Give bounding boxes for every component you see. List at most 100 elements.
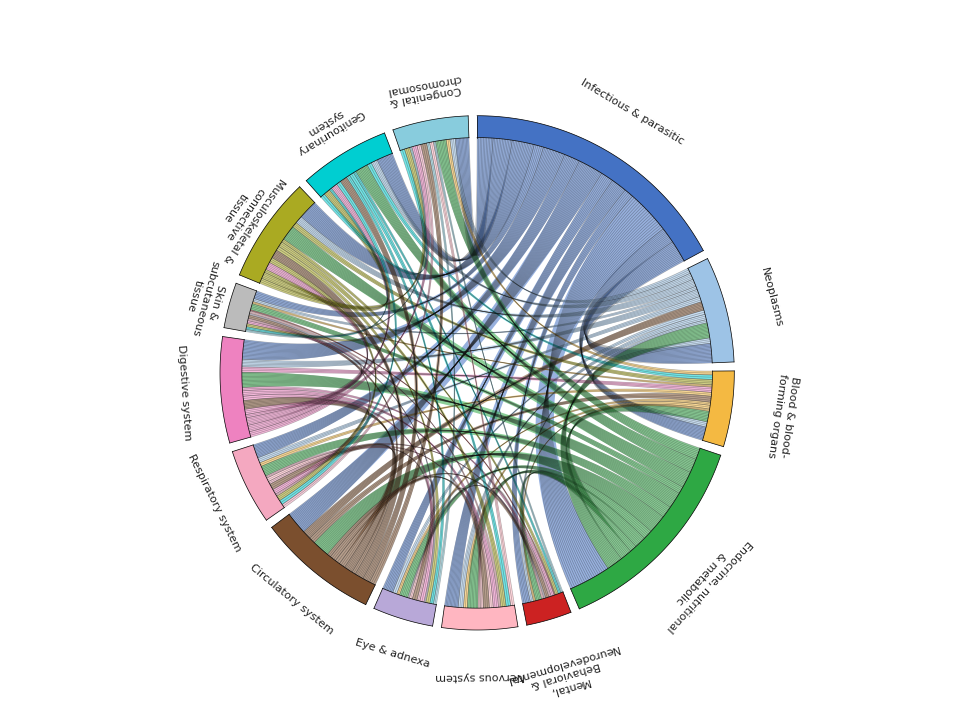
Polygon shape <box>703 371 734 446</box>
Polygon shape <box>269 446 432 601</box>
Polygon shape <box>245 401 369 494</box>
Polygon shape <box>246 320 362 418</box>
Polygon shape <box>522 404 710 601</box>
Polygon shape <box>320 149 427 274</box>
Polygon shape <box>330 476 489 608</box>
Polygon shape <box>400 465 651 598</box>
Polygon shape <box>262 190 389 310</box>
Polygon shape <box>445 180 625 608</box>
Text: Congenital &
chromosomal: Congenital & chromosomal <box>385 73 464 108</box>
Polygon shape <box>270 444 396 567</box>
Polygon shape <box>246 269 367 341</box>
Polygon shape <box>272 250 405 579</box>
Polygon shape <box>242 366 712 392</box>
Polygon shape <box>410 488 483 608</box>
Polygon shape <box>252 302 712 387</box>
Polygon shape <box>254 145 544 317</box>
Polygon shape <box>350 173 511 606</box>
Polygon shape <box>258 297 702 463</box>
Polygon shape <box>456 138 493 256</box>
Polygon shape <box>374 588 436 626</box>
Polygon shape <box>248 315 398 574</box>
Polygon shape <box>242 387 554 596</box>
Polygon shape <box>393 116 469 150</box>
Polygon shape <box>248 318 370 496</box>
Text: Endocrine, nutritional
& metabolic: Endocrine, nutritional & metabolic <box>656 531 754 634</box>
Polygon shape <box>570 449 720 609</box>
Polygon shape <box>266 444 551 597</box>
Polygon shape <box>301 140 534 280</box>
Polygon shape <box>356 165 696 472</box>
Polygon shape <box>246 147 426 338</box>
Text: Blood & blood-
forming organs: Blood & blood- forming organs <box>766 373 800 460</box>
Polygon shape <box>579 229 706 441</box>
Polygon shape <box>315 451 663 554</box>
Polygon shape <box>262 428 670 517</box>
Polygon shape <box>251 304 683 493</box>
Polygon shape <box>224 283 257 331</box>
Polygon shape <box>561 323 710 568</box>
Polygon shape <box>239 186 315 283</box>
Polygon shape <box>279 181 397 505</box>
Text: Mental,
Behavioral &
Neurodevelopmental: Mental, Behavioral & Neurodevelopmental <box>505 643 626 708</box>
Polygon shape <box>688 258 734 363</box>
Polygon shape <box>282 145 433 508</box>
Polygon shape <box>397 399 710 595</box>
Polygon shape <box>426 143 455 605</box>
Text: Skin &
subcutaneous
tissue: Skin & subcutaneous tissue <box>179 257 231 341</box>
Polygon shape <box>340 177 418 582</box>
Polygon shape <box>520 472 636 600</box>
Polygon shape <box>512 190 632 603</box>
Polygon shape <box>477 116 704 261</box>
Polygon shape <box>435 140 700 459</box>
Polygon shape <box>354 171 561 594</box>
Polygon shape <box>220 336 251 443</box>
Polygon shape <box>253 287 697 334</box>
Polygon shape <box>441 605 518 630</box>
Polygon shape <box>307 133 392 197</box>
Polygon shape <box>267 446 493 608</box>
Polygon shape <box>446 139 712 375</box>
Text: Digestive system: Digestive system <box>176 344 193 441</box>
Text: Eye & adnexa: Eye & adnexa <box>354 638 431 670</box>
Polygon shape <box>450 138 690 303</box>
Polygon shape <box>584 242 712 364</box>
Text: Circulatory system: Circulatory system <box>248 562 335 636</box>
Polygon shape <box>382 174 612 593</box>
Polygon shape <box>260 389 711 467</box>
Polygon shape <box>346 175 445 604</box>
Polygon shape <box>242 147 564 360</box>
Polygon shape <box>271 514 375 605</box>
Polygon shape <box>232 445 284 520</box>
Polygon shape <box>248 184 390 432</box>
Polygon shape <box>246 263 368 426</box>
Text: Nervous system: Nervous system <box>435 670 525 682</box>
Polygon shape <box>433 141 563 593</box>
Polygon shape <box>335 476 435 600</box>
Polygon shape <box>242 390 499 608</box>
Polygon shape <box>535 196 663 589</box>
Text: Respiratory system: Respiratory system <box>186 453 243 554</box>
Polygon shape <box>253 155 579 458</box>
Polygon shape <box>281 239 559 595</box>
Polygon shape <box>249 145 429 437</box>
Polygon shape <box>242 289 700 367</box>
Polygon shape <box>368 163 712 379</box>
Polygon shape <box>276 246 439 603</box>
Polygon shape <box>327 473 549 598</box>
Polygon shape <box>283 227 690 487</box>
Polygon shape <box>278 242 507 607</box>
Text: Musculoskeletal &
connective
tissue: Musculoskeletal & connective tissue <box>203 163 287 265</box>
Polygon shape <box>242 372 679 508</box>
Polygon shape <box>289 161 602 532</box>
Polygon shape <box>243 394 434 602</box>
Polygon shape <box>464 402 710 608</box>
Polygon shape <box>458 315 707 608</box>
Polygon shape <box>293 222 712 384</box>
Polygon shape <box>478 488 544 608</box>
Polygon shape <box>270 258 376 500</box>
Polygon shape <box>566 405 710 559</box>
Polygon shape <box>246 188 388 338</box>
Polygon shape <box>250 311 501 607</box>
Polygon shape <box>393 310 705 594</box>
